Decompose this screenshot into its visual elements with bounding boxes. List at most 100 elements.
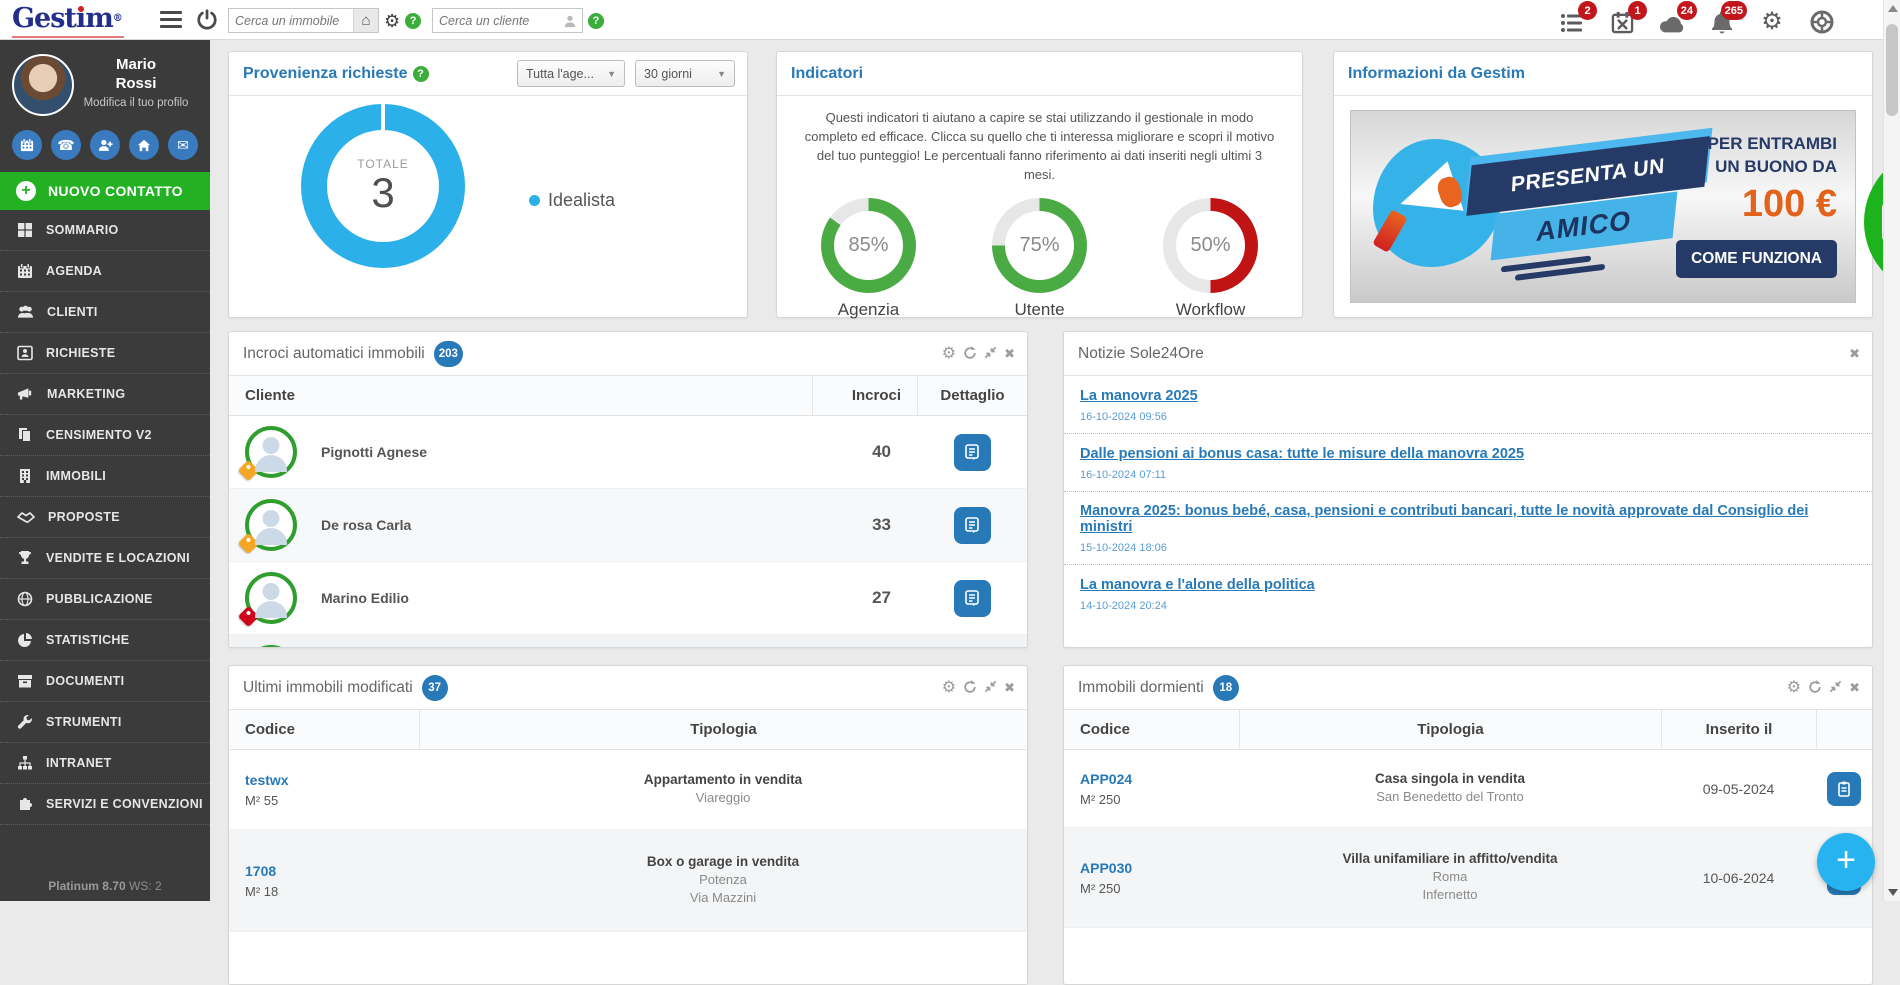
widget-close-icon[interactable]: ✖: [1004, 681, 1015, 694]
home-icon[interactable]: ⌂: [353, 9, 378, 32]
widget-collapse-icon[interactable]: [1829, 680, 1842, 695]
property-code-link[interactable]: testwx: [245, 772, 289, 788]
news-link[interactable]: La manovra e l'alone della politica: [1080, 577, 1315, 593]
vertical-scrollbar[interactable]: [1883, 0, 1900, 901]
widget-close-icon[interactable]: ✖: [1849, 347, 1860, 360]
widget-close-icon[interactable]: ✖: [1004, 347, 1015, 360]
hamburger-menu-icon[interactable]: [160, 11, 182, 28]
sidebar-item-censimento[interactable]: CENSIMENTO V2: [0, 415, 210, 456]
calendar-shortcut-icon[interactable]: [12, 130, 42, 160]
sidebar-item-documenti[interactable]: DOCUMENTI: [0, 661, 210, 702]
help-icon[interactable]: ?: [405, 13, 421, 29]
column-header-codice[interactable]: Codice: [229, 710, 419, 749]
power-icon[interactable]: [196, 8, 218, 35]
news-link[interactable]: Dalle pensioni ai bonus casa: tutte le m…: [1080, 446, 1524, 462]
sidebar-item-statistiche[interactable]: STATISTICHE: [0, 620, 210, 661]
building-icon: [17, 468, 33, 484]
period-filter-select[interactable]: 30 giorni▼: [635, 60, 735, 87]
widget-collapse-icon[interactable]: [984, 346, 997, 361]
requests-donut-chart[interactable]: TOTALE 3: [301, 104, 465, 268]
card-title: Indicatori: [791, 65, 863, 83]
sidebar-item-richieste[interactable]: RICHIESTE: [0, 333, 210, 374]
search-immobile-input[interactable]: [229, 9, 353, 32]
card-title: Incroci automatici immobili: [243, 345, 425, 363]
sidebar-item-strumenti[interactable]: STRUMENTI: [0, 702, 210, 743]
person-icon: [557, 9, 582, 32]
home-shortcut-icon[interactable]: [129, 130, 159, 160]
sidebar-item-vendite[interactable]: VENDITE E LOCAZIONI: [0, 538, 210, 579]
notifications-bell-icon[interactable]: 265: [1709, 4, 1735, 34]
column-header-tipologia[interactable]: Tipologia: [419, 710, 1027, 749]
widget-close-icon[interactable]: ✖: [1849, 681, 1860, 694]
sidebar-item-agenda[interactable]: AGENDA: [0, 251, 210, 292]
settings-gear-icon[interactable]: ⚙: [1759, 4, 1785, 34]
gestim-logo[interactable]: Gestım®: [12, 2, 124, 38]
widget-settings-icon[interactable]: ⚙: [942, 346, 956, 362]
gauge-agenzia[interactable]: 85% Agenzia: [821, 198, 916, 320]
contact-card-icon: [17, 345, 33, 361]
legend-idealista[interactable]: Idealista: [529, 190, 615, 211]
support-lifering-icon[interactable]: [1809, 4, 1835, 34]
property-code-link[interactable]: 1708: [245, 863, 276, 879]
widget-settings-icon[interactable]: ⚙: [942, 680, 956, 696]
mail-shortcut-icon[interactable]: ✉: [168, 130, 198, 160]
agency-filter-select[interactable]: Tutta l'age...▼: [517, 60, 625, 87]
phone-shortcut-icon[interactable]: ☎: [51, 130, 81, 160]
sidebar-item-immobili[interactable]: IMMOBILI: [0, 456, 210, 497]
gauge-utente[interactable]: 75% Utente: [992, 198, 1087, 320]
widget-collapse-icon[interactable]: [984, 680, 997, 695]
column-header-dettaglio[interactable]: Dettaglio: [917, 376, 1027, 415]
detail-button[interactable]: [954, 507, 991, 544]
sidebar-item-proposte[interactable]: PROPOSTE: [0, 497, 210, 538]
help-icon[interactable]: ?: [588, 13, 604, 29]
table-row: Pignotti Agnese 40: [229, 416, 1027, 489]
help-icon[interactable]: ?: [413, 66, 429, 82]
widget-refresh-icon[interactable]: [963, 346, 977, 362]
news-link[interactable]: Manovra 2025: bonus bebé, casa, pensioni…: [1080, 503, 1856, 535]
property-code-link[interactable]: APP030: [1080, 860, 1132, 876]
scroll-down-arrow[interactable]: [1888, 889, 1898, 896]
search-cliente-input[interactable]: [433, 9, 557, 32]
notifications-badge: 265: [1721, 1, 1747, 20]
missed-appointments-icon[interactable]: 1: [1609, 4, 1635, 34]
come-funziona-button[interactable]: COME FUNZIONA: [1676, 240, 1837, 278]
detail-button[interactable]: [954, 580, 991, 617]
sidebar-item-marketing[interactable]: MARKETING: [0, 374, 210, 415]
gauge-workflow[interactable]: 50% Workflow: [1163, 198, 1258, 320]
clipboard-button[interactable]: [1827, 772, 1861, 806]
add-contact-shortcut-icon[interactable]: [90, 130, 120, 160]
column-header-inserito[interactable]: Inserito il: [1661, 710, 1816, 749]
sidebar-item-servizi[interactable]: SERVIZI E CONVENZIONI: [0, 784, 210, 825]
add-floating-button[interactable]: +: [1817, 833, 1875, 891]
news-item: La manovra 2025 16-10-2024 09:56: [1064, 376, 1872, 434]
new-contact-button[interactable]: + NUOVO CONTATTO: [0, 172, 210, 210]
column-header-incroci[interactable]: Incroci: [812, 376, 917, 415]
sidebar-item-sommario[interactable]: SOMMARIO: [0, 210, 210, 251]
widget-refresh-icon[interactable]: [1808, 680, 1822, 696]
news-link[interactable]: La manovra 2025: [1080, 388, 1198, 404]
scrollbar-thumb[interactable]: [1886, 24, 1898, 116]
edit-profile-link[interactable]: Modifica il tuo profilo: [74, 97, 198, 109]
cloud-icon[interactable]: 24: [1659, 4, 1685, 34]
search-settings-gear-icon[interactable]: ⚙: [384, 12, 400, 30]
trophy-icon: [17, 550, 33, 566]
sidebar-item-pubblicazione[interactable]: PUBBLICAZIONE: [0, 579, 210, 620]
property-code-link[interactable]: APP024: [1080, 771, 1132, 787]
sidebar-item-clienti[interactable]: CLIENTI: [0, 292, 210, 333]
scroll-up-arrow[interactable]: [1888, 5, 1898, 12]
card-immobili-dormienti: Immobili dormienti 18 ⚙ ✖ Codice Tipolog…: [1063, 665, 1873, 985]
cloud-badge: 24: [1677, 1, 1697, 20]
column-header-cliente[interactable]: Cliente: [229, 376, 812, 415]
column-header-codice[interactable]: Codice: [1064, 710, 1239, 749]
user-avatar[interactable]: [12, 54, 74, 116]
widget-settings-icon[interactable]: ⚙: [1787, 680, 1801, 696]
widget-refresh-icon[interactable]: [963, 680, 977, 696]
grid-icon: [17, 222, 33, 238]
sidebar-item-intranet[interactable]: INTRANET: [0, 743, 210, 784]
column-header-tipologia[interactable]: Tipologia: [1239, 710, 1661, 749]
detail-button[interactable]: [954, 434, 991, 471]
activity-list-icon[interactable]: 2: [1559, 4, 1585, 34]
logo-text: Gestım: [12, 3, 113, 34]
